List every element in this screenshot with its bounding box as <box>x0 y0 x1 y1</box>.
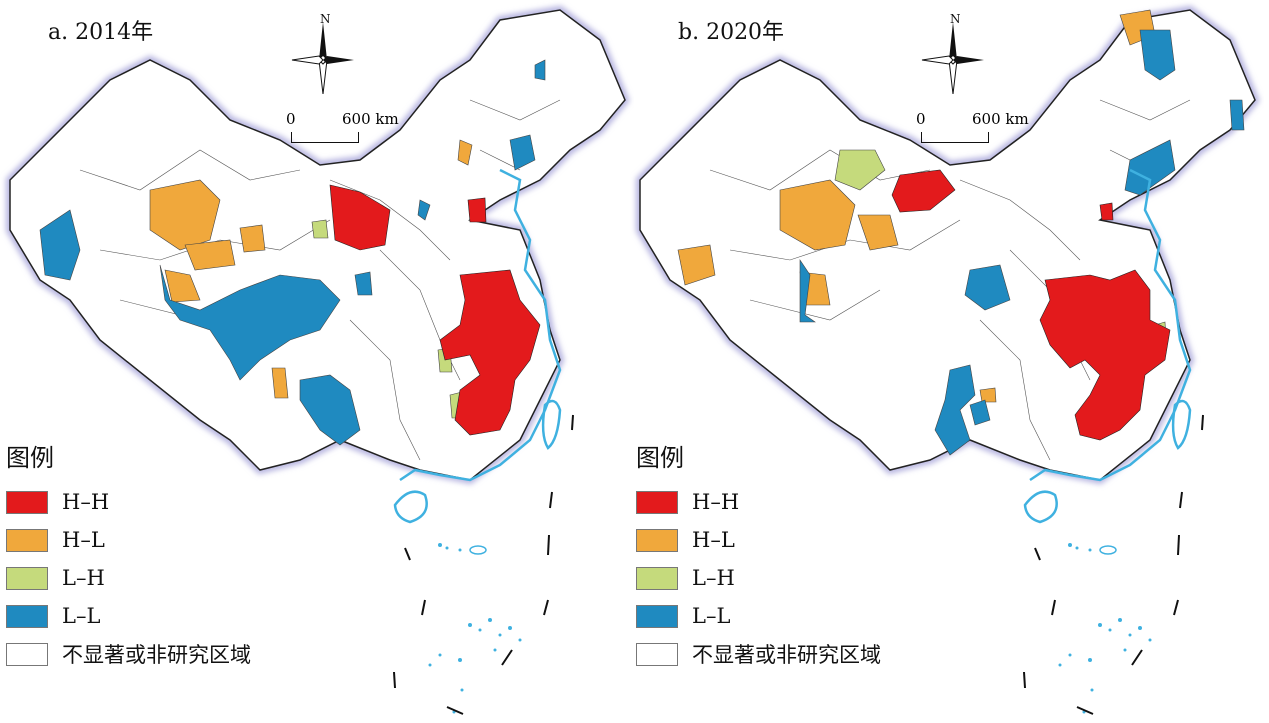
hl-regions <box>677 9 1156 403</box>
legend-item-lh: L–H <box>6 559 251 597</box>
legend-label: 不显著或非研究区域 <box>62 643 251 667</box>
legend-swatch <box>636 528 678 552</box>
legend-label: 不显著或非研究区域 <box>692 643 881 667</box>
legend-item-nonsignificant: 不显著或非研究区域 <box>636 635 881 673</box>
south-sea-islands <box>1058 543 1152 714</box>
legend-item-nonsignificant: 不显著或非研究区域 <box>6 635 251 673</box>
legend-item-hh: H–H <box>636 483 881 521</box>
country-outline <box>9 9 626 481</box>
legend-label: H–H <box>62 490 110 514</box>
hh-regions <box>329 184 541 436</box>
scale-bar-line <box>291 132 359 143</box>
scale-bar: 0 600 km <box>286 110 399 150</box>
scale-bar: 0 600 km <box>916 110 1029 150</box>
north-arrow-icon <box>291 22 354 94</box>
coastline <box>1023 168 1192 524</box>
nine-dash-line <box>393 414 574 715</box>
legend-swatch <box>636 566 678 590</box>
scale-end: 600 km <box>972 110 1029 128</box>
coastline <box>393 168 562 524</box>
map-panel-2014: a. 2014年 N 0 600 km 图例 H–H H–L L–H L–L <box>0 0 634 723</box>
north-label: N <box>320 12 331 26</box>
ll-regions <box>799 29 1245 456</box>
scale-start: 0 <box>286 110 296 128</box>
legend: 图例 H–H H–L L–H L–L 不显著或非研究区域 <box>6 438 251 673</box>
china-map-2020 <box>636 5 1260 715</box>
nine-dash-line <box>1023 414 1204 715</box>
legend-label: L–H <box>692 566 735 590</box>
legend-swatch <box>6 528 48 552</box>
legend-item-hh: H–H <box>6 483 251 521</box>
legend-label: H–L <box>62 528 105 552</box>
panel-title: a. 2014年 <box>48 20 154 45</box>
legend-swatch <box>636 604 678 628</box>
legend-item-ll: L–L <box>6 597 251 635</box>
legend-swatch <box>636 490 678 514</box>
ll-regions <box>39 59 546 446</box>
south-sea-islands <box>428 543 522 714</box>
legend-swatch <box>6 566 48 590</box>
legend-item-ll: L–L <box>636 597 881 635</box>
legend-label: L–H <box>62 566 105 590</box>
legend-swatch <box>6 604 48 628</box>
panel-title: b. 2020年 <box>678 20 785 45</box>
scale-end: 600 km <box>342 110 399 128</box>
legend-label: H–L <box>692 528 735 552</box>
legend-swatch <box>6 490 48 514</box>
scale-bar-line <box>921 132 989 143</box>
legend-item-hl: H–L <box>636 521 881 559</box>
legend-swatch <box>636 642 678 666</box>
legend-item-hl: H–L <box>6 521 251 559</box>
scale-start: 0 <box>916 110 926 128</box>
legend-item-lh: L–H <box>636 559 881 597</box>
north-arrow-icon <box>921 22 984 94</box>
legend-label: L–L <box>62 604 101 628</box>
legend-label: L–L <box>692 604 731 628</box>
legend: 图例 H–H H–L L–H L–L 不显著或非研究区域 <box>636 438 881 673</box>
map-panel-2020: b. 2020年 N 0 600 km 图例 H–H H–L L–H L–L <box>630 0 1264 723</box>
hh-regions <box>891 169 1171 441</box>
china-map-2014 <box>6 5 630 715</box>
legend-swatch <box>6 642 48 666</box>
legend-title: 图例 <box>636 444 684 472</box>
legend-title: 图例 <box>6 444 54 472</box>
legend-label: H–H <box>692 490 740 514</box>
north-label: N <box>950 12 961 26</box>
hl-regions <box>149 139 473 399</box>
